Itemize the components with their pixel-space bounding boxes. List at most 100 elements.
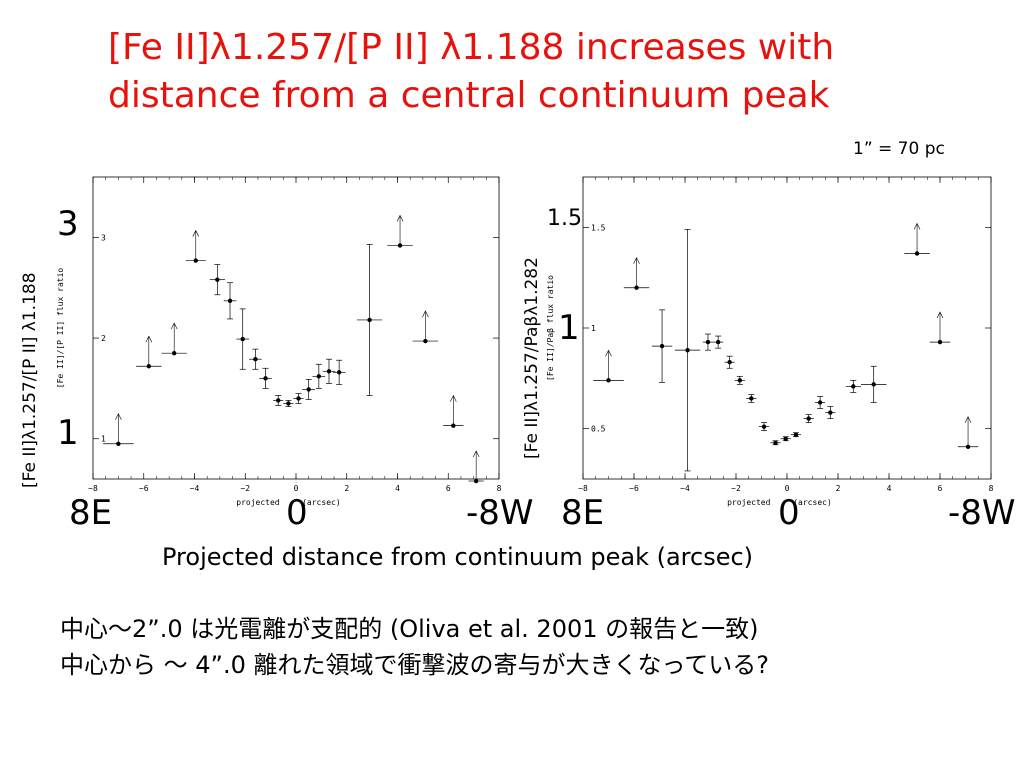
left-point-7-marker <box>253 357 258 362</box>
left-point-8 <box>259 367 272 389</box>
left-point-15-marker <box>336 370 342 375</box>
note-line1: 中心～2”.0 は光電離が支配的 (Oliva et al. 2001 の報告と… <box>60 615 759 643</box>
right-point-4-marker <box>705 339 711 345</box>
left-xlabel-projected: projected <box>236 498 280 507</box>
left-point-19-marker <box>451 423 456 428</box>
right-point-16-marker <box>851 384 856 389</box>
right-tick-1-5: 1.5 <box>547 206 582 231</box>
right-point-18 <box>904 222 930 256</box>
right-point-8 <box>746 394 757 403</box>
right-xtick-label: −2 <box>731 484 741 493</box>
right-xtick-label: 6 <box>938 484 943 493</box>
right-point-16 <box>845 379 861 393</box>
left-ytick-label: 2 <box>101 334 106 343</box>
right-point-18-marker <box>914 251 920 256</box>
right-xtick-label: −4 <box>680 484 690 493</box>
right-point-3-marker <box>685 347 690 353</box>
right-point-20 <box>957 416 979 449</box>
right-point-12 <box>790 432 802 438</box>
slide-title-line1: [Fe II]λ1.257/[P II] λ1.188 increases wi… <box>108 27 835 68</box>
left-point-2-marker <box>172 350 177 356</box>
right-point-13-marker <box>806 416 811 421</box>
left-point-6 <box>236 308 250 370</box>
right-xtick-label: 8 <box>989 484 994 493</box>
right-xtick-label: −6 <box>629 484 639 493</box>
left-point-0-marker <box>116 441 121 446</box>
left-ytick-label: 1 <box>101 435 106 444</box>
left-point-16 <box>356 244 383 396</box>
left-tick-1: 1 <box>57 413 79 453</box>
left-point-11-marker <box>296 396 301 401</box>
right-point-18-arrowhead <box>913 222 921 230</box>
right-point-9 <box>758 422 770 432</box>
left-xtick-label: −6 <box>139 484 149 493</box>
left-point-18-marker <box>423 338 428 344</box>
left-point-20-arrowhead <box>472 450 480 458</box>
right-point-11 <box>780 436 791 442</box>
right-point-19 <box>929 311 951 345</box>
left-xtick-label: −4 <box>190 484 200 493</box>
left-point-16-marker <box>367 317 372 323</box>
right-point-12-marker <box>793 432 799 437</box>
right-point-1-arrowhead <box>633 257 640 264</box>
left-point-5-marker <box>227 298 233 304</box>
right-point-3 <box>674 228 701 472</box>
right-point-6 <box>724 355 735 369</box>
right-point-6-marker <box>727 360 732 365</box>
left-axis-8e: 8E <box>69 493 113 533</box>
right-point-10 <box>770 440 781 446</box>
right-point-0-marker <box>606 378 611 383</box>
right-xtick-label: 2 <box>836 484 841 493</box>
left-point-17 <box>387 214 413 248</box>
left-point-1-marker <box>146 364 152 369</box>
right-point-0-arrowhead <box>605 349 612 357</box>
right-xlabel-projected: projected <box>727 498 771 507</box>
left-point-14 <box>322 358 336 384</box>
right-point-1 <box>623 257 650 290</box>
right-ylabel-small: [Fe II]/Paβ flux ratio <box>546 275 555 381</box>
left-point-1-arrowhead <box>145 335 153 343</box>
left-point-17-arrowhead <box>396 214 404 222</box>
right-point-5 <box>713 335 724 349</box>
left-point-4 <box>209 264 225 296</box>
left-xtick-label: 4 <box>395 484 400 493</box>
right-point-19-arrowhead <box>936 311 944 319</box>
left-point-9-marker <box>276 398 281 403</box>
note-line2: 中心から ～ 4”.0 離れた領域で衝撃波の寄与が大きくなっている? <box>60 651 770 679</box>
left-point-4-marker <box>215 277 220 282</box>
right-ytick-label: 0.5 <box>591 425 606 434</box>
right-point-14 <box>815 396 826 409</box>
slide-title: [Fe II]λ1.257/[P II] λ1.188 increases wi… <box>108 24 1008 120</box>
right-point-13 <box>803 414 814 423</box>
left-xlabel-unit: (arcsec) <box>302 498 341 507</box>
left-point-9 <box>273 395 284 406</box>
right-xtick-label: −8 <box>578 484 588 493</box>
right-point-7-marker <box>737 378 743 383</box>
right-point-17-marker <box>871 382 876 387</box>
left-point-0-arrowhead <box>115 413 122 420</box>
left-axis-8w: -8W <box>466 493 534 533</box>
left-point-19-arrowhead <box>450 394 457 402</box>
right-axis-8e: 8E <box>561 493 605 533</box>
right-point-2 <box>651 309 673 383</box>
left-point-2 <box>161 322 187 356</box>
left-point-7 <box>249 348 262 370</box>
scale-note: 1” = 70 pc <box>853 139 945 159</box>
left-point-6-marker <box>240 336 245 342</box>
right-axis-8w: -8W <box>948 493 1016 533</box>
left-tick-3: 3 <box>57 204 79 244</box>
left-point-14-marker <box>326 369 332 374</box>
left-point-15 <box>332 359 346 385</box>
right-tick-1: 1 <box>558 308 580 348</box>
left-point-17-marker <box>397 243 403 248</box>
left-xtick-label: −2 <box>240 484 250 493</box>
left-ylabel-small: [Fe II]/[P II] flux ratio <box>56 268 65 389</box>
right-point-17 <box>860 365 887 403</box>
right-point-7 <box>734 375 745 385</box>
left-point-3 <box>185 229 206 263</box>
left-point-20 <box>468 450 484 484</box>
right-point-10-marker <box>773 440 778 445</box>
right-point-5-marker <box>715 339 721 345</box>
right-point-9-marker <box>761 424 767 429</box>
right-xtick-label: 0 <box>785 484 790 493</box>
